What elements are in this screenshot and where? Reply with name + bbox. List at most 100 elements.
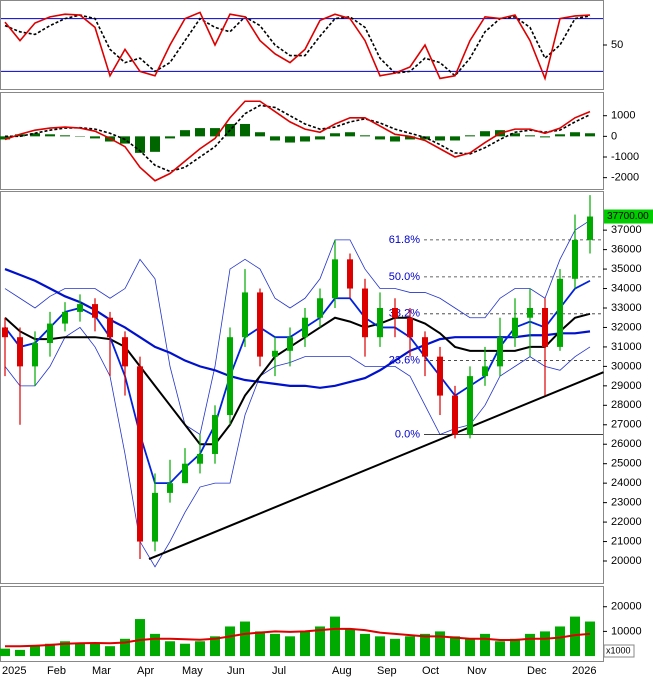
histogram-bar <box>345 132 355 137</box>
y-tick-label: 50 <box>611 39 623 51</box>
y-tick-label: 34000 <box>611 282 642 294</box>
candle-body <box>362 288 368 338</box>
candle-body <box>302 317 308 338</box>
unit-label: x1000 <box>606 645 631 655</box>
fib-label: 50.0% <box>389 271 420 283</box>
histogram-bar <box>255 132 265 137</box>
x-tick-label: Sep <box>377 665 397 677</box>
volume-bar <box>375 636 385 657</box>
y-tick-label: 26000 <box>611 438 642 450</box>
volume-bar <box>0 648 10 657</box>
histogram-bar <box>150 136 160 152</box>
indicator-line <box>4 14 591 77</box>
x-tick-label: Jun <box>227 665 245 677</box>
y-tick-label: 24000 <box>611 477 642 489</box>
x-tick-label: Dec <box>527 665 547 677</box>
volume-bar <box>240 621 250 657</box>
volume-bar <box>285 636 295 657</box>
candle-body <box>332 259 338 299</box>
x-tick-label: Feb <box>47 665 66 677</box>
y-tick-label: 32000 <box>611 321 642 333</box>
histogram-bar <box>270 136 280 141</box>
last-price-label: 37700.00 <box>607 211 649 222</box>
volume-bar <box>45 643 55 657</box>
x-tick-label: Aug <box>332 665 352 677</box>
histogram-bar <box>60 135 70 137</box>
indicator-line <box>4 100 591 182</box>
candle-body <box>62 311 68 324</box>
histogram-bar <box>540 136 550 138</box>
stochastic-panel <box>0 0 604 90</box>
histogram-bar <box>315 136 325 140</box>
volume-panel <box>0 586 604 662</box>
y-tick-label: 35000 <box>611 263 642 275</box>
histogram-bar <box>180 130 190 137</box>
histogram-bar <box>435 136 445 141</box>
candle-body <box>152 492 158 542</box>
volume-bar <box>15 649 25 657</box>
histogram-bar <box>165 136 175 139</box>
volume-bar <box>465 638 475 657</box>
fib-label: 23.6% <box>389 354 420 366</box>
candle-body <box>107 317 113 338</box>
volume-bar <box>360 633 370 657</box>
unit-box <box>603 644 635 658</box>
candle-body <box>557 278 563 347</box>
y-tick-label: 31000 <box>611 341 642 353</box>
candle-body <box>452 395 458 435</box>
volume-bar <box>555 626 565 657</box>
volume-bar <box>390 638 400 657</box>
last-price-box <box>604 209 653 224</box>
y-tick-label: -1000 <box>611 151 639 163</box>
x-tick-label: 2026 <box>572 665 596 677</box>
candle-body <box>542 307 548 347</box>
histogram-bar <box>15 134 25 137</box>
candle-body <box>197 453 203 464</box>
candle-body <box>167 483 173 493</box>
x-tick-label: 2025 <box>2 665 26 677</box>
volume-bar <box>225 626 235 657</box>
histogram-bar <box>555 134 565 137</box>
volume-bar <box>345 628 355 657</box>
y-tick-label: 30000 <box>611 360 642 372</box>
y-tick-label: 20000 <box>611 601 642 613</box>
price-panel <box>0 191 604 584</box>
trendline <box>148 371 604 560</box>
indicator-line <box>4 268 591 389</box>
candle-body <box>257 292 263 357</box>
histogram-bar <box>450 136 460 141</box>
candle-body <box>587 216 593 240</box>
candle-body <box>77 304 83 312</box>
candle-body <box>287 337 293 351</box>
histogram-bar <box>525 135 535 137</box>
histogram-bar <box>510 133 520 137</box>
fib-label: 61.8% <box>389 234 420 246</box>
indicator-line <box>4 279 591 485</box>
y-tick-label: 36000 <box>611 244 642 256</box>
volume-bar <box>270 633 280 657</box>
histogram-bar <box>135 136 145 153</box>
histogram-bar <box>405 136 415 140</box>
volume-bar <box>330 616 340 657</box>
x-tick-label: May <box>182 665 203 677</box>
candle-body <box>572 239 578 279</box>
volume-bar <box>585 621 595 657</box>
candle-body <box>92 304 98 318</box>
histogram-bar <box>390 136 400 142</box>
volume-bar <box>105 646 115 657</box>
histogram-bar <box>375 136 385 140</box>
x-tick-label: Oct <box>422 665 439 677</box>
candle-body <box>377 307 383 338</box>
volume-bar <box>540 631 550 657</box>
y-tick-label: 27000 <box>611 419 642 431</box>
y-tick-label: 37000 <box>611 224 642 236</box>
candle-body <box>392 307 398 318</box>
histogram-bar <box>210 128 220 137</box>
candle-body <box>422 337 428 357</box>
histogram-bar <box>360 135 370 137</box>
y-tick-label: 1000 <box>611 110 635 122</box>
indicator-line <box>4 326 591 568</box>
histogram-bar <box>195 128 205 137</box>
y-tick-label: 28000 <box>611 399 642 411</box>
